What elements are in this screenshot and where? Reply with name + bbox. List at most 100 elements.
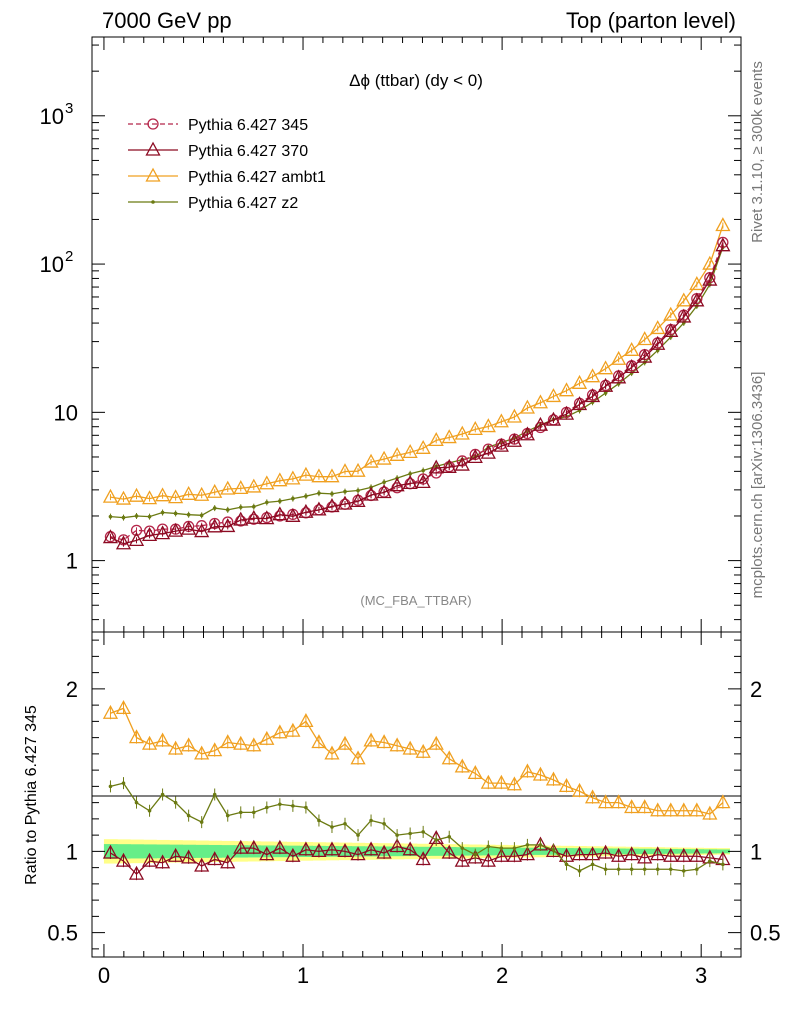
ratio-data-point bbox=[655, 867, 660, 872]
data-point bbox=[493, 437, 509, 452]
data-point bbox=[317, 491, 321, 495]
data-point bbox=[415, 439, 431, 454]
data-point bbox=[519, 399, 535, 414]
data-point bbox=[233, 511, 249, 526]
data-point bbox=[402, 444, 418, 459]
ratio-y-tick-label-right: 0.5 bbox=[750, 921, 781, 946]
ratio-data-point bbox=[389, 838, 405, 853]
data-point bbox=[128, 487, 145, 502]
y-tick-label-exponent: 2 bbox=[65, 248, 73, 265]
ratio-data-point bbox=[454, 758, 470, 773]
y-tick-label: 1 bbox=[66, 549, 78, 574]
ratio-series-line bbox=[110, 782, 724, 872]
data-point bbox=[382, 480, 386, 484]
ratio-data-point bbox=[532, 766, 549, 781]
uncertainty-band-stat bbox=[143, 844, 157, 859]
uncertainty-band-stat bbox=[116, 844, 131, 859]
uncertainty-band-stat bbox=[129, 844, 144, 859]
ratio-data-point bbox=[721, 862, 725, 867]
uncertainty-band-stat bbox=[156, 844, 170, 859]
uncertainty-band-stat bbox=[208, 844, 222, 858]
y-tick-label: 10 bbox=[54, 400, 78, 425]
data-point bbox=[663, 306, 679, 321]
ratio-data-point bbox=[363, 732, 379, 747]
ratio-data-point bbox=[199, 820, 204, 824]
ratio-data-point bbox=[473, 852, 478, 857]
data-point bbox=[298, 466, 314, 481]
legend-marker bbox=[147, 118, 159, 130]
ratio-data-point bbox=[611, 847, 627, 862]
data-point bbox=[115, 535, 132, 550]
ratio-data-point bbox=[695, 867, 699, 872]
series-line bbox=[110, 225, 724, 500]
ratio-data-point bbox=[642, 867, 647, 872]
ratio-data-point bbox=[454, 852, 470, 867]
ratio-y-tick-label: 0.5 bbox=[47, 921, 78, 946]
ratio-data-point bbox=[415, 743, 431, 758]
data-point bbox=[212, 506, 217, 510]
ratio-data-point bbox=[246, 839, 262, 854]
data-point bbox=[689, 276, 705, 291]
ratio-data-point bbox=[285, 722, 301, 737]
legend-marker bbox=[151, 200, 155, 204]
data-point bbox=[376, 450, 392, 465]
ratio-data-point bbox=[181, 737, 197, 752]
ratio-data-point bbox=[486, 844, 491, 849]
data-point bbox=[676, 308, 692, 323]
data-point bbox=[558, 405, 575, 420]
ratio-data-point bbox=[493, 774, 509, 789]
ratio-data-point bbox=[597, 794, 614, 809]
ratio-data-point bbox=[251, 810, 256, 815]
data-point bbox=[584, 388, 601, 403]
ratio-data-point bbox=[668, 867, 673, 872]
ratio-data-point bbox=[324, 745, 340, 760]
data-point bbox=[650, 335, 666, 350]
data-point bbox=[233, 480, 249, 495]
data-point bbox=[363, 453, 379, 468]
data-point bbox=[532, 394, 549, 409]
data-point bbox=[102, 488, 119, 503]
legend-item: Pythia 6.427 ambt1 bbox=[128, 167, 326, 186]
ratio-data-point bbox=[298, 713, 314, 728]
x-tick-label: 3 bbox=[695, 963, 707, 988]
ratio-data-point bbox=[291, 804, 295, 808]
ratio-data-point bbox=[343, 821, 347, 826]
ratio-data-point bbox=[350, 750, 366, 765]
ratio-data-point bbox=[311, 843, 327, 858]
ratio-data-point bbox=[194, 745, 210, 760]
data-point bbox=[545, 388, 562, 403]
data-point bbox=[545, 411, 562, 426]
ratio-data-point bbox=[441, 844, 457, 859]
data-point bbox=[160, 510, 165, 515]
ratio-data-point bbox=[225, 813, 230, 818]
data-point bbox=[715, 217, 731, 232]
data-point bbox=[611, 369, 627, 384]
data-point bbox=[220, 480, 236, 495]
ratio-data-point bbox=[128, 729, 145, 744]
energy-label: 7000 GeV pp bbox=[102, 8, 232, 33]
ratio-data-point bbox=[460, 846, 465, 850]
ratio-data-point bbox=[376, 844, 392, 859]
ratio-data-point bbox=[115, 700, 132, 715]
data-point bbox=[702, 255, 718, 270]
ratio-plot-panel: 0 1 2 3 0.5 0.5 1 1 2 2 Ratio to Pythia 6.427 345 bbox=[23, 631, 781, 988]
uncertainty-band-stat bbox=[533, 847, 548, 855]
ratio-data-point bbox=[220, 734, 236, 749]
data-point bbox=[291, 496, 295, 501]
ratio-data-point bbox=[330, 825, 334, 829]
ratio-data-point bbox=[376, 734, 392, 749]
data-point bbox=[441, 458, 457, 473]
data-point bbox=[715, 237, 731, 252]
ratio-data-point bbox=[629, 867, 634, 872]
data-point bbox=[676, 292, 692, 307]
data-point bbox=[454, 456, 470, 471]
data-point bbox=[311, 468, 327, 483]
uncertainty-band-stat bbox=[221, 845, 235, 858]
data-point bbox=[532, 416, 549, 431]
data-point bbox=[480, 444, 496, 459]
legend-marker bbox=[145, 167, 161, 182]
ratio-data-point bbox=[493, 847, 509, 862]
data-point bbox=[506, 408, 522, 423]
data-point bbox=[350, 492, 366, 508]
data-point bbox=[603, 391, 608, 395]
